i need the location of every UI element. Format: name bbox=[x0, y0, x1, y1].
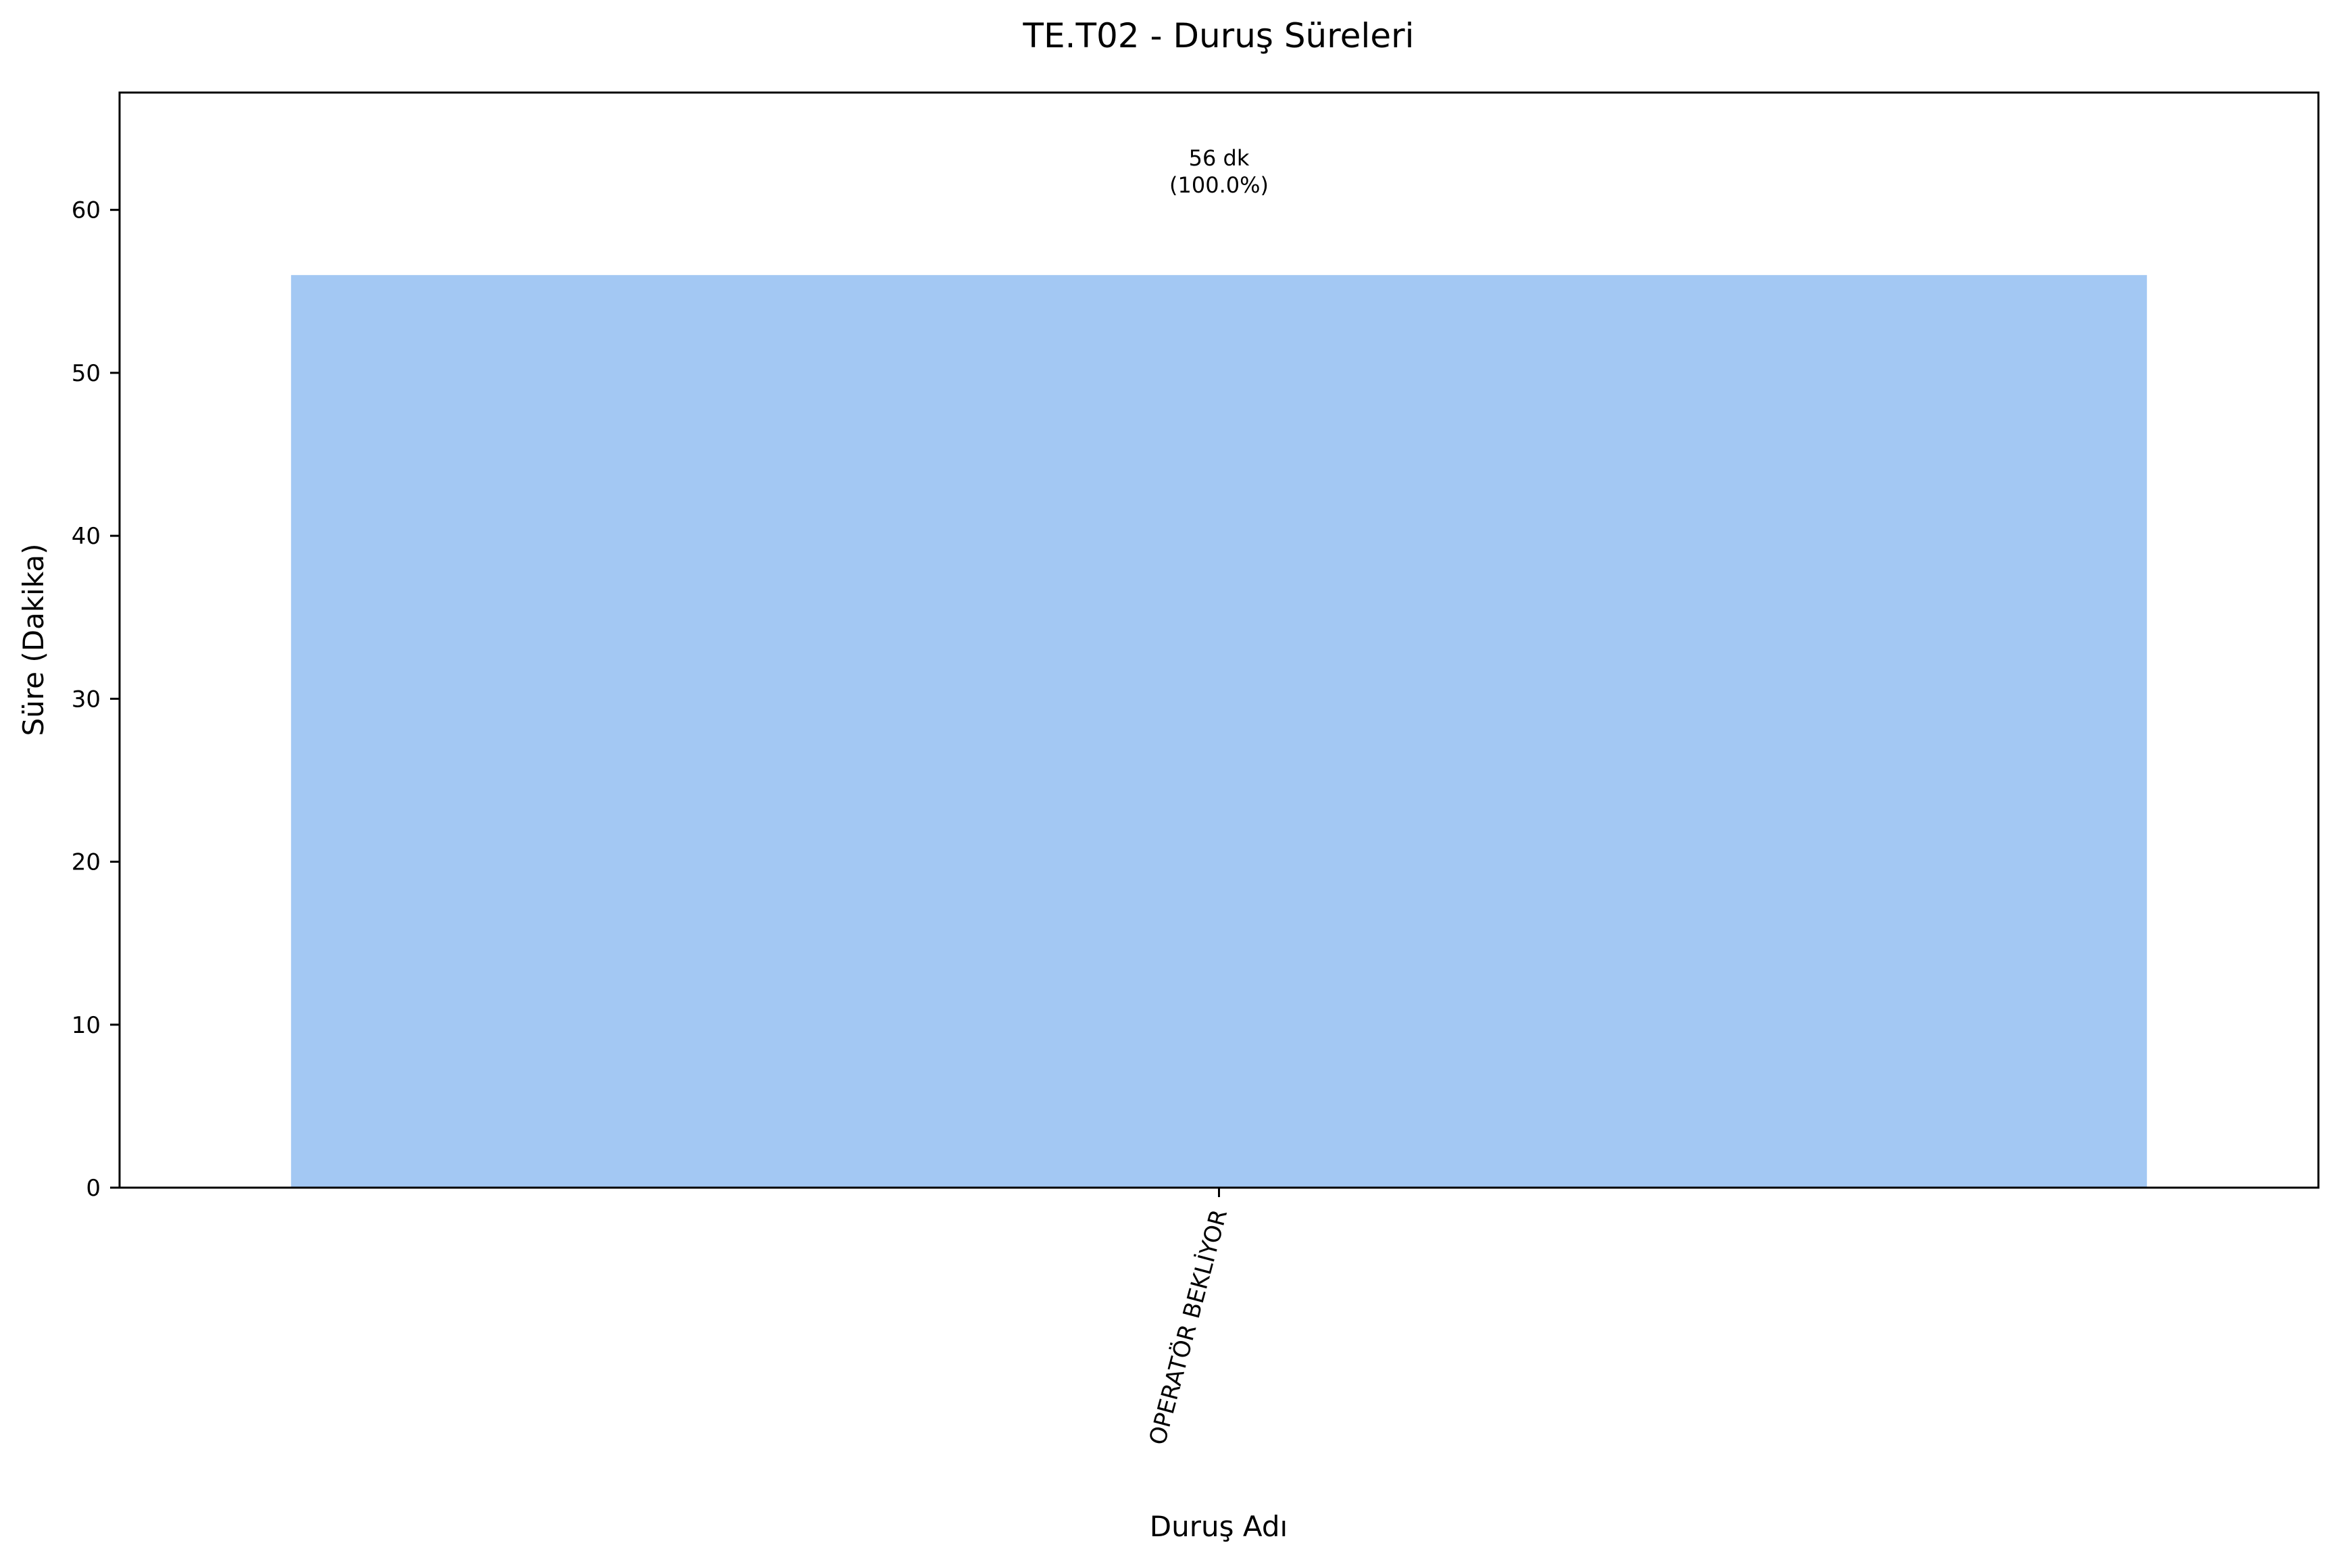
y-axis: 0 10 20 30 40 50 60 bbox=[72, 197, 120, 1202]
bar bbox=[290, 275, 2148, 1188]
y-tick-label: 40 bbox=[72, 523, 101, 550]
y-axis-label: Süre (Dakika) bbox=[17, 544, 50, 736]
y-tick-label: 20 bbox=[72, 849, 101, 876]
chart-title: TE.T02 - Duruş Süreleri bbox=[1022, 16, 1414, 55]
x-axis-label: Duruş Adı bbox=[1150, 1510, 1288, 1543]
plot-area: 56 dk(100.0%) bbox=[290, 145, 2148, 1188]
y-tick-label: 50 bbox=[72, 360, 101, 387]
y-tick-label: 0 bbox=[86, 1175, 101, 1202]
bar-percent-label: (100.0%) bbox=[1169, 172, 1269, 198]
y-tick-label: 10 bbox=[72, 1012, 101, 1039]
y-tick-label: 60 bbox=[72, 197, 101, 224]
y-tick-label: 30 bbox=[72, 686, 101, 713]
bar-value-label: 56 dk bbox=[1189, 145, 1250, 171]
